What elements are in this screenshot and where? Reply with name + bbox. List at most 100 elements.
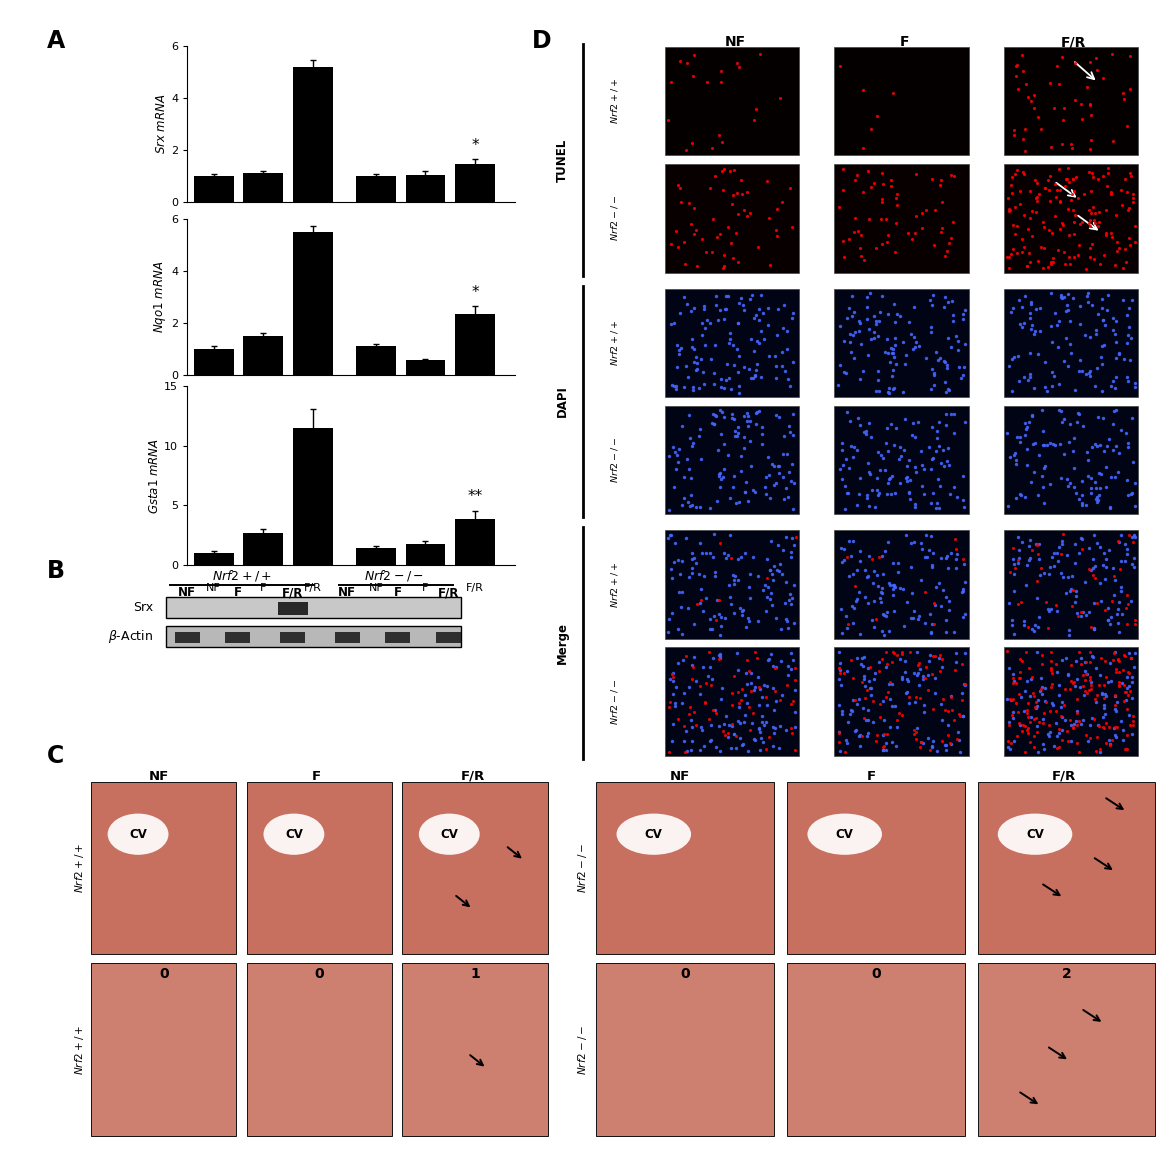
Point: [1120, 485, 1138, 504]
Point: [766, 406, 785, 424]
Point: [1042, 377, 1061, 395]
Point: [734, 734, 752, 753]
Point: [709, 650, 728, 669]
Point: [1081, 329, 1100, 347]
Point: [1007, 451, 1026, 469]
Point: [739, 578, 758, 596]
Point: [1020, 182, 1039, 201]
Point: [1052, 135, 1071, 153]
Point: [776, 362, 794, 380]
Point: [1035, 692, 1054, 710]
Point: [1065, 429, 1083, 447]
Point: [783, 425, 801, 444]
Point: [878, 642, 896, 661]
Point: [1037, 179, 1055, 197]
Point: [937, 549, 956, 567]
Point: [851, 314, 869, 332]
Point: [1090, 478, 1109, 497]
Point: [929, 649, 948, 668]
Point: [865, 323, 883, 341]
Point: [847, 496, 866, 514]
Point: [1119, 595, 1137, 613]
Point: [830, 724, 848, 743]
Point: [954, 304, 972, 323]
Point: [883, 344, 902, 362]
FancyBboxPatch shape: [978, 782, 1156, 955]
Point: [661, 560, 680, 579]
Point: [736, 685, 755, 703]
Point: [915, 484, 934, 503]
Point: [909, 413, 928, 431]
Point: [1025, 379, 1044, 398]
Point: [777, 676, 796, 694]
Point: [1080, 52, 1099, 70]
Text: $\mathit{Nrf2-/-}$: $\mathit{Nrf2-/-}$: [610, 679, 620, 725]
Point: [1109, 651, 1128, 670]
Point: [1012, 485, 1031, 504]
Point: [694, 602, 713, 620]
Point: [1040, 602, 1059, 620]
Point: [1085, 211, 1103, 229]
Point: [738, 676, 757, 694]
Point: [1088, 594, 1107, 612]
Point: [1123, 707, 1142, 725]
Point: [1122, 688, 1141, 707]
Point: [1016, 120, 1034, 138]
Point: [1113, 195, 1131, 213]
Point: [1049, 311, 1068, 330]
Text: F: F: [311, 769, 321, 783]
Point: [870, 548, 889, 566]
Point: [1021, 294, 1040, 312]
Point: [763, 571, 782, 589]
Point: [859, 724, 878, 743]
Point: [878, 330, 896, 348]
Point: [688, 257, 707, 276]
Point: [1027, 692, 1046, 710]
Point: [687, 672, 706, 691]
Point: [1112, 526, 1130, 544]
Text: $\beta$-Actin: $\beta$-Actin: [109, 628, 153, 645]
Point: [1041, 138, 1060, 157]
Point: [1080, 560, 1099, 579]
Point: [1023, 227, 1041, 246]
Point: [1055, 679, 1074, 698]
Point: [1107, 660, 1126, 678]
Point: [1082, 105, 1101, 123]
Point: [734, 680, 752, 699]
Point: [1044, 696, 1062, 715]
Point: [1086, 473, 1104, 491]
Point: [1004, 709, 1023, 728]
Point: [865, 670, 883, 688]
Point: [870, 694, 889, 713]
Point: [859, 161, 878, 180]
Point: [874, 738, 893, 756]
Point: [1094, 311, 1113, 330]
Point: [1018, 672, 1037, 691]
Point: [1082, 617, 1101, 635]
Point: [1035, 239, 1054, 257]
Point: [732, 288, 751, 307]
Point: [1020, 551, 1039, 570]
Point: [708, 590, 727, 609]
Point: [748, 332, 766, 351]
Point: [900, 312, 918, 331]
Point: [999, 202, 1018, 220]
Point: [663, 715, 682, 733]
Point: [1123, 711, 1142, 730]
Point: [1095, 651, 1114, 670]
Point: [1099, 673, 1117, 692]
Point: [856, 588, 875, 606]
Point: [679, 492, 697, 511]
Point: [915, 548, 934, 566]
Point: [1014, 165, 1033, 183]
Point: [930, 437, 949, 455]
Y-axis label: $\mathit{Nqo1}$ $\mathit{mRNA}$: $\mathit{Nqo1}$ $\mathit{mRNA}$: [152, 261, 168, 333]
Point: [1058, 469, 1076, 488]
Point: [1120, 228, 1138, 247]
Point: [921, 291, 940, 309]
Point: [1057, 255, 1075, 273]
Point: [662, 73, 681, 91]
Point: [702, 349, 721, 368]
Point: [931, 549, 950, 567]
Point: [724, 571, 743, 589]
